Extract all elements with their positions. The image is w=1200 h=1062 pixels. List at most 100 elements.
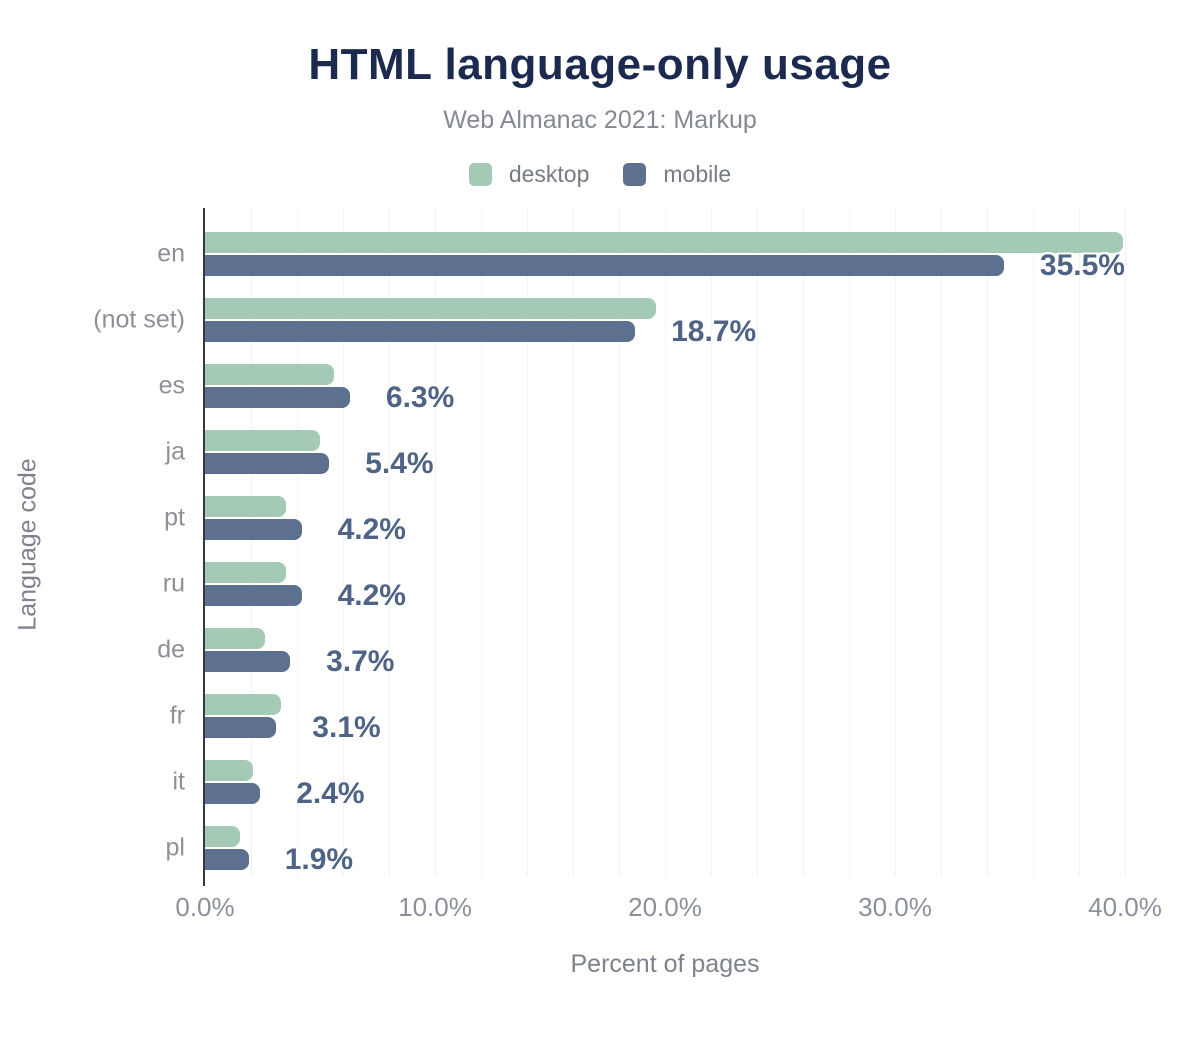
bar-group-pl: pl 1.9% [166,826,1125,874]
mobile-bar [205,519,302,540]
gridline [1079,208,1080,876]
desktop-bar [205,430,320,451]
bar-group-fr: fr 3.1% [170,694,1125,742]
mobile-bar [205,321,636,342]
x-tick-label: 40.0% [1088,892,1162,922]
gridline [389,208,390,876]
bar-group-ru: ru 4.2% [163,562,1125,610]
mobile-bar-row: 4.2% [205,580,1125,610]
desktop-bar [205,298,656,319]
desktop-bar [205,496,286,517]
category-label: pt [164,503,185,532]
gridline [895,208,896,876]
x-tick-label: 10.0% [398,892,472,922]
value-label: 6.3% [385,380,455,414]
value-label: 3.1% [312,710,381,744]
gridline [665,208,666,876]
value-label: 4.2% [337,578,406,612]
value-label: 1.9% [284,842,354,876]
category-label: it [172,767,186,796]
gridline [987,208,988,876]
desktop-bar [205,232,1123,253]
gridline [1125,208,1126,876]
bar-group-es: es 6.3% [159,364,1125,412]
bar-group-en: en 35.5% [157,232,1125,280]
mobile-bar-row: 18.7% [205,316,1125,346]
value-label: 35.5% [1039,248,1125,282]
mobile-bar-row: 5.4% [205,448,1125,478]
gridline [1033,208,1034,876]
mobile-bar [205,849,249,870]
mobile-bar-row: 3.1% [205,712,1125,742]
mobile-swatch-icon [623,163,647,186]
value-label: 2.4% [296,776,365,810]
mobile-bar-row: 35.5% [205,250,1125,280]
gridline [527,208,528,876]
desktop-bar [205,694,281,715]
gridline [711,208,712,876]
gridline [297,208,298,876]
chart-subtitle: Web Almanac 2021: Markup [443,106,757,134]
x-tick-label: 20.0% [628,892,702,922]
mobile-bar [205,651,291,672]
x-tick-label: 30.0% [858,892,932,922]
chart-title: HTML language-only usage [308,40,892,89]
chart-figure: HTML language-only usage Web Almanac 202… [0,40,1200,1062]
mobile-bar [205,585,302,606]
gridline [849,208,850,876]
mobile-bar-row: 6.3% [205,382,1125,412]
gridline [573,208,574,876]
x-axis-ticks: 0.0% 10.0% 20.0% 30.0% 40.0% [175,892,1162,926]
bar-group-notset: (not set) 18.7% [93,298,1125,346]
bar-group-de: de 3.7% [157,628,1125,676]
legend-item-desktop: desktop [468,161,590,188]
gridline [435,208,436,876]
y-axis-line [203,208,205,886]
gridline [619,208,620,876]
value-label: 3.7% [326,644,395,678]
category-label: ja [165,437,185,466]
legend-label-desktop: desktop [508,161,590,187]
value-label: 5.4% [365,446,434,480]
value-label: 18.7% [671,314,757,348]
desktop-swatch-icon [468,163,492,186]
gridline [481,208,482,876]
category-label: es [158,371,185,400]
mobile-bar-row: 3.7% [205,646,1125,676]
mobile-bar [205,783,261,804]
legend-item-mobile: mobile [623,161,731,188]
gridline [343,208,344,876]
category-label: pl [165,833,185,862]
mobile-bar [205,255,1004,276]
desktop-bar [205,628,265,649]
legend-label-mobile: mobile [663,161,732,187]
bar-group-pt: pt 4.2% [164,496,1125,544]
desktop-bar [205,826,240,847]
gridline [941,208,942,876]
mobile-bar [205,717,277,738]
desktop-bar [205,760,254,781]
category-label: de [157,635,185,664]
mobile-bar [205,387,350,408]
desktop-bar [205,364,334,385]
category-label: (not set) [93,305,185,334]
gridline [251,208,252,876]
bar-group-ja: ja 5.4% [166,430,1125,478]
category-label: fr [169,701,185,730]
gridline [803,208,804,876]
bar-group-it: it 2.4% [173,760,1125,808]
category-label: ru [162,569,185,598]
mobile-bar-row: 1.9% [205,844,1125,874]
plot-area: en 35.5% (not set) 18.7% es 6.3% ja 5.4% pt 4.2% r… [93,208,1145,876]
legend: desktop mobile [0,161,1200,188]
desktop-bar [205,562,286,583]
mobile-bar [205,453,330,474]
mobile-bar-row: 2.4% [205,778,1125,808]
category-label: en [157,239,185,268]
x-tick-label: 0.0% [175,892,235,922]
bar-rows: en 35.5% (not set) 18.7% es 6.3% ja 5.4% pt 4.2% r… [93,232,1125,892]
gridline [757,208,758,876]
x-axis-title: Percent of pages [570,950,760,978]
mobile-bar-row: 4.2% [205,514,1125,544]
chart-area: Language code en 35.5% (not set) 18.7% es 6.3… [0,208,1200,1000]
